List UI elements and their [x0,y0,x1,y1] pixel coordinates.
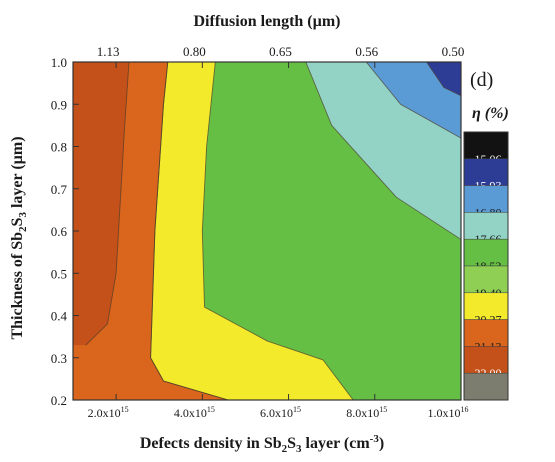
y-tick-label-7: 0.9 [51,97,67,112]
colorbar-swatch-4 [463,238,509,267]
contour-region-4 [366,62,461,139]
x-tick-label-1: 4.0x1015 [174,405,215,420]
y-tick-label-0: 0.2 [51,393,67,408]
contour-line-2 [150,62,354,400]
y-tick-label-6: 0.8 [51,140,67,155]
colorbar-swatch-9 [463,372,509,401]
y-tick-label-3: 0.5 [51,266,67,281]
colorbar: 15.0615.9316.8017.6618.5319.4020.2721.13… [463,131,509,401]
y-tick-label-4: 0.6 [51,224,68,239]
top-tick-label-0: 1.13 [97,44,120,59]
x-tick-label-4: 1.0x1016 [428,405,469,420]
top-tick-label-2: 0.65 [269,44,292,59]
contour-line-5 [426,62,461,97]
y-tick-label-2: 0.4 [51,309,68,324]
x-tick-label-2: 6.0x1015 [260,405,301,420]
contour-line-1 [73,62,130,346]
contour-region-1 [73,62,129,346]
contour-line-4 [365,62,461,139]
top-axis-title: Diffusion length (µm) [194,13,341,30]
top-tick-label-4: 0.50 [442,44,465,59]
x-tick-label-3: 8.0x1015 [346,405,387,420]
y-axis-title: Thickness of Sb2S3 layer (µm) [9,136,29,339]
colorbar-swatch-8 [463,346,509,374]
colorbar-swatch-2 [463,185,509,213]
colorbar-title: η (%) [472,105,509,122]
contour-region-5 [426,62,461,96]
y-tick-label-5: 0.7 [51,182,68,197]
top-tick-label-3: 0.56 [355,44,378,59]
y-tick-label-1: 0.3 [51,351,67,366]
colorbar-swatch-7 [463,319,509,347]
plot-area [72,61,462,401]
colorbar-frame [463,131,509,401]
colorbar-swatch-6 [463,292,509,320]
x-axis-title: Defects density in Sb2S3 layer (cm-3) [140,433,384,455]
top-tick-label-1: 0.80 [183,44,206,59]
x-tick-label-0: 2.0x1015 [88,405,129,420]
panel-label: (d) [470,69,493,91]
contour-line-3 [305,62,461,241]
contour-region-2 [150,62,354,400]
y-tick-label-8: 1.0 [51,55,67,70]
